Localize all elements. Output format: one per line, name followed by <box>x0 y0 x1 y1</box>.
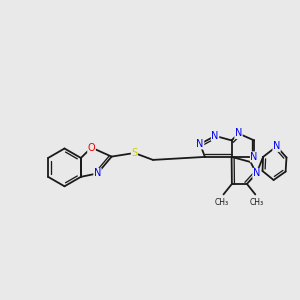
Text: N: N <box>196 139 204 149</box>
Text: N: N <box>253 168 260 178</box>
Text: N: N <box>212 131 219 141</box>
Text: CH₃: CH₃ <box>250 198 264 207</box>
Text: N: N <box>273 141 280 152</box>
Text: N: N <box>250 152 258 162</box>
Text: O: O <box>88 142 95 153</box>
Text: N: N <box>235 128 242 139</box>
Text: N: N <box>94 168 101 178</box>
Text: S: S <box>131 148 137 158</box>
Text: CH₃: CH₃ <box>215 198 229 207</box>
